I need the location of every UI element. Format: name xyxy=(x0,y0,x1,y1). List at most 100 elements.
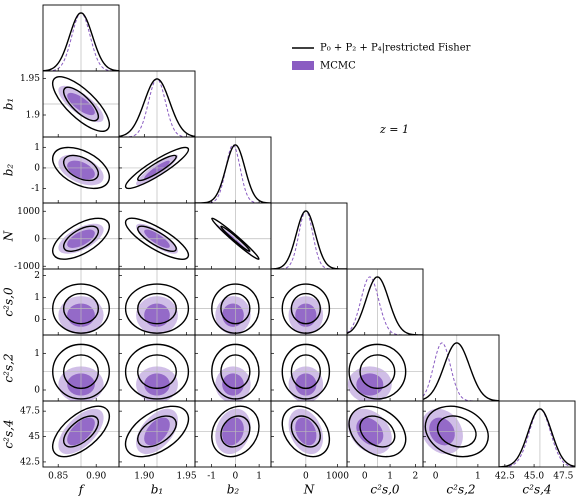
y-tick-label: -1000 xyxy=(14,262,40,272)
x-tick-label: -1 xyxy=(207,472,216,482)
x-tick-label: 0.90 xyxy=(86,472,106,482)
fisher-1sigma xyxy=(62,415,100,448)
fisher-2sigma xyxy=(52,217,110,260)
fisher-posterior xyxy=(423,342,499,401)
fisher-2sigma xyxy=(211,405,260,458)
fisher-1sigma xyxy=(220,292,251,325)
y-axis-label: c²s,2 xyxy=(2,353,16,382)
panel xyxy=(43,203,119,269)
y-axis-label: c²s,0 xyxy=(2,287,16,317)
panel-frame xyxy=(498,400,576,468)
fisher-1sigma xyxy=(220,415,251,448)
y-axis-label: N xyxy=(2,230,16,242)
y-tick-label: 1.9 xyxy=(26,111,41,121)
fisher-2sigma xyxy=(52,405,110,458)
fisher-1sigma xyxy=(137,354,177,390)
x-tick-label: 1 xyxy=(387,472,393,482)
fisher-1sigma xyxy=(62,154,100,182)
fisher-2sigma xyxy=(281,405,331,458)
fisher-posterior xyxy=(43,12,119,71)
mcmc-posterior xyxy=(423,342,499,401)
y-axis-label: b₁ xyxy=(2,98,16,111)
y-axis-label: b₂ xyxy=(2,164,16,177)
x-tick-label: 0 xyxy=(362,472,368,482)
y-tick-label: 0 xyxy=(34,234,40,244)
panel xyxy=(499,401,575,467)
panel xyxy=(195,203,271,269)
legend-fisher-label: P₀ + P₂ + P₄|restricted Fisher xyxy=(320,43,471,54)
fisher-posterior xyxy=(499,408,575,467)
x-axis-label: N xyxy=(303,483,315,497)
panel xyxy=(119,71,195,137)
x-tick-label: 42.5 xyxy=(495,472,515,482)
fisher-2sigma xyxy=(52,76,110,132)
panel xyxy=(43,269,119,335)
x-tick-label: 2 xyxy=(413,472,419,482)
y-tick-label: 1 xyxy=(34,349,40,359)
fisher-posterior xyxy=(195,144,271,203)
fisher-2sigma xyxy=(348,343,407,400)
fisher-1sigma xyxy=(62,225,100,252)
y-tick-label: 42.5 xyxy=(20,457,40,467)
panel xyxy=(423,335,499,401)
x-tick-label: 0.85 xyxy=(48,472,68,482)
fisher-2sigma xyxy=(52,343,110,400)
panel xyxy=(119,401,195,467)
fisher-1sigma xyxy=(137,292,177,325)
y-tick-label: 1.95 xyxy=(20,74,40,84)
x-axis-label: c²s,4 xyxy=(522,483,551,497)
fisher-1sigma xyxy=(290,292,321,325)
y-tick-label: 0 xyxy=(34,315,40,325)
x-tick-label: 0 xyxy=(303,472,309,482)
fisher-2sigma xyxy=(348,405,407,458)
y-tick-label: 2 xyxy=(34,271,40,281)
panel xyxy=(119,269,195,335)
x-tick-label: 1.95 xyxy=(177,472,197,482)
y-axis-label: c²s,4 xyxy=(2,419,16,448)
panel xyxy=(43,137,119,203)
y-tick-label: 47.5 xyxy=(20,407,40,417)
fisher-1sigma xyxy=(436,415,477,448)
legend-mcmc-swatch xyxy=(292,61,314,70)
fisher-1sigma xyxy=(137,154,177,182)
y-tick-label: 1 xyxy=(34,143,40,153)
fisher-2sigma xyxy=(124,405,190,458)
x-axis-label: c²s,2 xyxy=(446,483,475,497)
panel xyxy=(195,269,271,335)
panel xyxy=(347,269,423,335)
fisher-2sigma xyxy=(211,217,260,260)
panel xyxy=(271,269,347,335)
panel xyxy=(195,335,271,401)
fisher-1sigma xyxy=(290,354,321,390)
fisher-1sigma xyxy=(62,86,100,122)
fisher-1sigma xyxy=(290,415,321,448)
x-tick-label: 47.5 xyxy=(553,472,573,482)
panel xyxy=(347,401,423,467)
fisher-2sigma xyxy=(52,283,110,334)
x-axis-label: c²s,0 xyxy=(370,483,400,497)
x-tick-label: 0 xyxy=(233,472,239,482)
x-tick-label: 1.90 xyxy=(134,472,154,482)
fisher-posterior xyxy=(119,78,195,137)
panel xyxy=(43,5,119,71)
legend-mcmc-label: MCMC xyxy=(320,61,356,72)
panel xyxy=(43,71,119,137)
fisher-posterior xyxy=(347,276,423,335)
fisher-1sigma xyxy=(359,415,396,448)
x-axis-label: b₂ xyxy=(227,483,240,497)
panel xyxy=(119,335,195,401)
y-tick-label: 0 xyxy=(34,386,40,396)
y-tick-label: -1 xyxy=(31,184,40,194)
fisher-1sigma xyxy=(62,292,100,325)
mcmc-1sigma xyxy=(222,373,244,396)
y-tick-label: 1 xyxy=(34,293,40,303)
fisher-2sigma xyxy=(124,283,190,334)
x-tick-label: 1 xyxy=(256,472,262,482)
fisher-1sigma xyxy=(220,225,251,252)
mcmc-posterior xyxy=(347,276,423,335)
fisher-2sigma xyxy=(124,217,190,260)
panel xyxy=(347,335,423,401)
fisher-2sigma xyxy=(124,146,190,190)
